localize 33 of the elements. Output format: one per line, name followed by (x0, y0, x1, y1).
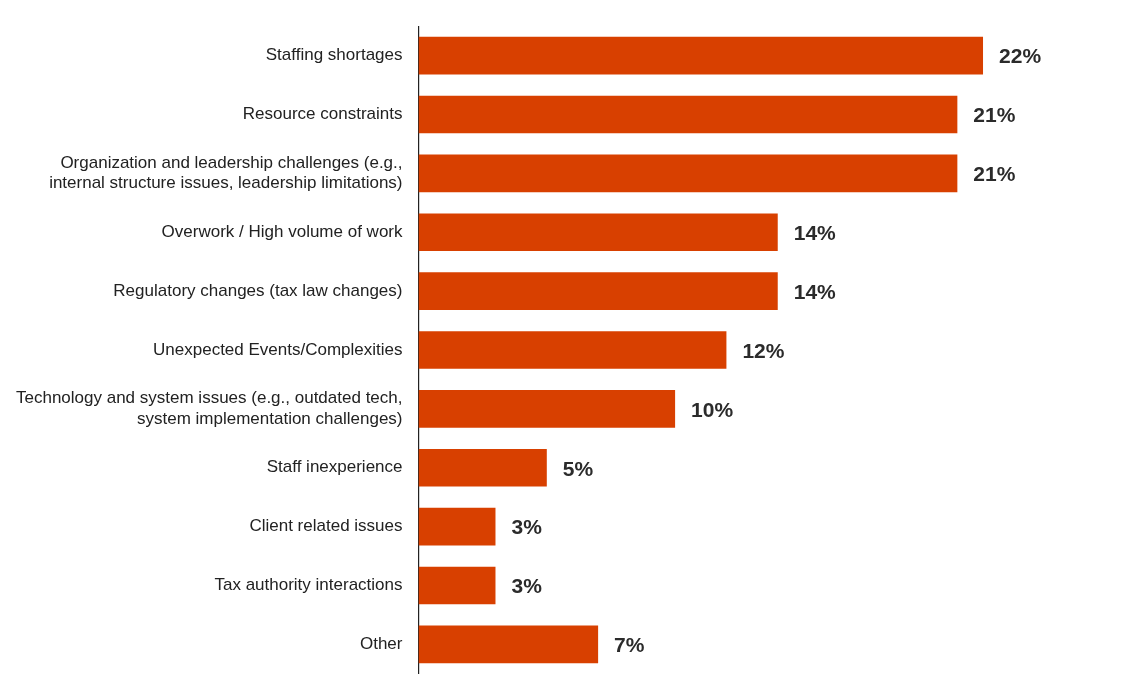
y-tick-label: Other (359, 634, 403, 654)
y-tick-label: Tax authority interactions (214, 575, 403, 595)
data-label: 21% (973, 162, 1016, 186)
bar (418, 448, 547, 487)
bar (418, 213, 778, 252)
data-label: 12% (742, 338, 785, 362)
bar (418, 507, 496, 546)
bar (418, 272, 778, 310)
bar (418, 331, 727, 369)
data-label: 5% (562, 456, 594, 480)
y-tick-label: Organization and leadership challenges (e.g., internal structure issues, leadership limitations) (49, 152, 403, 193)
data-label: 3% (511, 515, 543, 539)
data-label: 22% (999, 44, 1042, 68)
bar (418, 154, 958, 193)
y-tick-label: Regulatory changes (tax law changes) (113, 280, 403, 300)
data-label: 3% (511, 574, 543, 598)
data-label: 10% (691, 397, 734, 421)
bar (418, 390, 676, 428)
y-tick-label: Technology and system issues (e.g., outdated tech, system implementation challenges) (15, 388, 403, 428)
y-tick-label: Staffing shortages (265, 45, 403, 65)
y-tick-label: Unexpected Events/Complexities (153, 339, 403, 359)
data-label: 21% (973, 103, 1016, 127)
data-label: 7% (614, 633, 645, 657)
bar (418, 566, 496, 605)
bar (418, 36, 984, 75)
data-label: 14% (793, 279, 837, 303)
y-tick-label: Resource constraints (242, 104, 403, 124)
bar (418, 625, 599, 664)
y-tick-label: Staff inexperience (266, 457, 403, 477)
y-tick-label: Overwork / High volume of work (161, 221, 403, 241)
data-label: 14% (793, 221, 837, 245)
bar (418, 95, 958, 134)
y-tick-label: Client related issues (249, 516, 403, 536)
